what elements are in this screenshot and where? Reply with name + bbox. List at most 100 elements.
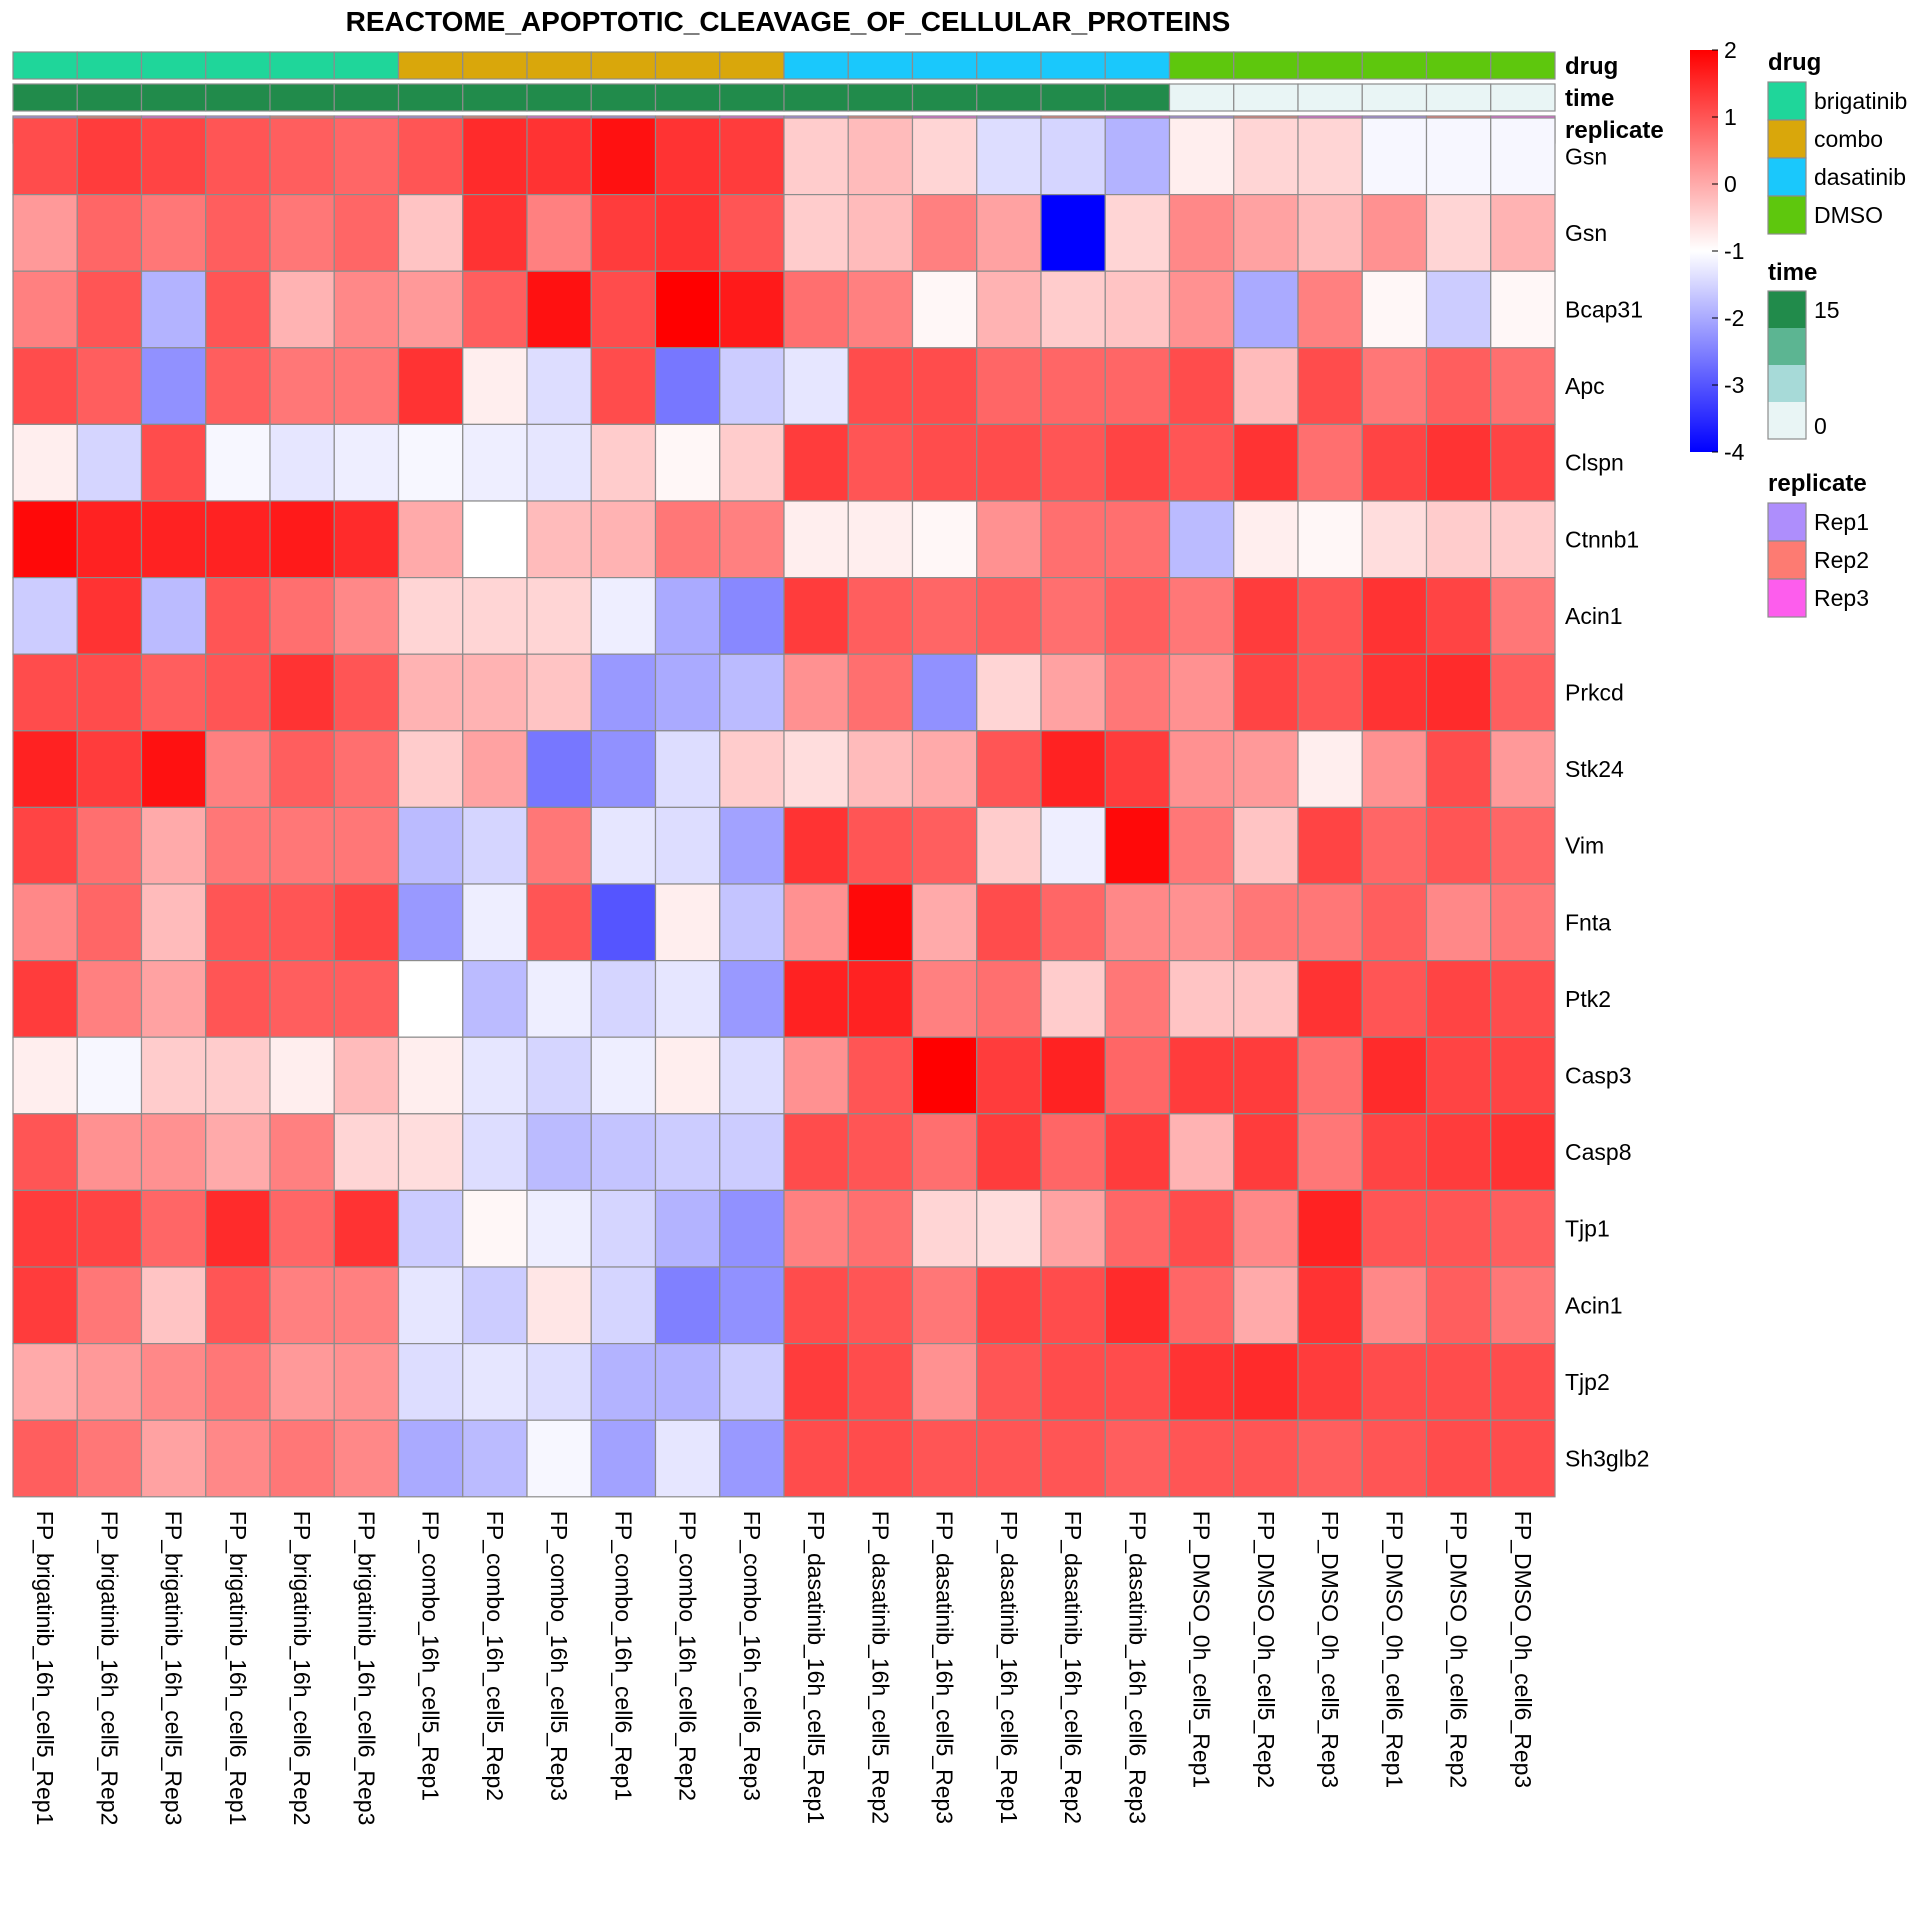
column-label: FP_DMSO_0h_cell5_Rep3 <box>1317 1511 1343 1788</box>
heatmap-cell <box>1361 1036 1428 1115</box>
heatmap-cell <box>783 270 849 349</box>
column-label: FP_brigatinib_16h_cell5_Rep2 <box>96 1511 122 1826</box>
heatmap-cell <box>911 576 978 655</box>
row-label: Fnta <box>1565 909 1611 935</box>
row-label: Acin1 <box>1565 1292 1623 1318</box>
heatmap-cell <box>719 500 785 579</box>
legend-replicate-swatch <box>1767 502 1807 542</box>
heatmap-cell <box>269 1266 335 1345</box>
heatmap-cell <box>397 883 464 962</box>
heatmap-cell <box>1361 1419 1428 1498</box>
heatmap-cell <box>205 500 271 579</box>
row-label: Casp8 <box>1565 1139 1631 1165</box>
heatmap-cell <box>1490 1266 1556 1345</box>
heatmap-cell <box>397 1419 464 1498</box>
heatmap-cell <box>12 883 78 962</box>
heatmap-cell <box>1425 806 1492 885</box>
heatmap-cell <box>205 1113 271 1192</box>
annotation-drug-cell <box>590 51 657 80</box>
heatmap-cell <box>462 883 528 962</box>
heatmap-cell <box>1297 1342 1363 1421</box>
heatmap-cell <box>526 1342 592 1421</box>
heatmap-cell <box>1490 1189 1556 1268</box>
heatmap-cell <box>590 1266 657 1345</box>
heatmap-cell <box>397 1266 464 1345</box>
heatmap-cell <box>140 959 207 1038</box>
annotation-time-cell <box>1104 83 1171 112</box>
heatmap-cell <box>1168 194 1235 272</box>
annotation-time-cell <box>783 83 849 112</box>
heatmap-cell <box>1168 1342 1235 1421</box>
row-label: Ptk2 <box>1565 986 1611 1012</box>
heatmap-cell <box>911 347 978 425</box>
heatmap-cell <box>76 347 143 425</box>
heatmap-cell <box>1361 1189 1428 1268</box>
heatmap-cell <box>1040 500 1106 579</box>
annotation-time-cell <box>1168 83 1235 112</box>
heatmap-cell <box>976 730 1042 808</box>
heatmap-cell <box>462 653 528 732</box>
annotation-time-cell <box>654 83 721 112</box>
heatmap-cell <box>654 1419 721 1498</box>
heatmap-cell <box>847 806 914 885</box>
heatmap-cell <box>1040 270 1106 349</box>
heatmap-cell <box>76 1189 143 1268</box>
annotation-drug-cell <box>397 51 464 80</box>
heatmap-cell <box>269 576 335 655</box>
heatmap-cell <box>1361 1342 1428 1421</box>
heatmap-cell <box>140 1113 207 1192</box>
heatmap-cell <box>1490 194 1556 272</box>
legend-drug-item-label: dasatinib <box>1814 164 1906 190</box>
heatmap-cell <box>462 194 528 272</box>
heatmap-cell <box>269 1189 335 1268</box>
annotation-drug-cell <box>1490 51 1556 80</box>
heatmap-cell <box>719 959 785 1038</box>
heatmap-cell <box>590 1419 657 1498</box>
heatmap-cell <box>12 959 78 1038</box>
heatmap-cell <box>205 653 271 732</box>
heatmap-cell <box>1490 500 1556 579</box>
heatmap-cell <box>76 653 143 732</box>
heatmap-cell <box>783 730 849 808</box>
heatmap-cell <box>847 576 914 655</box>
heatmap-cell <box>1361 270 1428 349</box>
heatmap-cell <box>397 1189 464 1268</box>
heatmap-cell <box>783 806 849 885</box>
heatmap-cell <box>847 1419 914 1498</box>
heatmap-cell <box>976 423 1042 502</box>
heatmap-cell <box>1104 1113 1171 1192</box>
row-label: Bcap31 <box>1565 297 1643 323</box>
heatmap-cell <box>976 653 1042 732</box>
column-label: FP_combo_16h_cell6_Rep1 <box>610 1511 636 1801</box>
heatmap-cell <box>976 806 1042 885</box>
heatmap-cell <box>1425 423 1492 502</box>
heatmap-cell <box>719 883 785 962</box>
heatmap-cell <box>333 347 400 425</box>
heatmap-cell <box>1168 1266 1235 1345</box>
heatmap-cell <box>333 883 400 962</box>
heatmap-cell <box>654 117 721 196</box>
legend-replicate: replicate Rep1 Rep2 Rep3 <box>1767 470 1869 618</box>
legend-replicate-item-label: Rep1 <box>1814 509 1869 535</box>
annotation-time-cell <box>976 83 1042 112</box>
annotation-drug-cell <box>140 51 207 80</box>
heatmap-cell <box>976 883 1042 962</box>
heatmap-cell <box>847 1036 914 1115</box>
heatmap-cell <box>1104 959 1171 1038</box>
heatmap-cell <box>1425 1036 1492 1115</box>
heatmap-cell <box>1233 1266 1299 1345</box>
heatmap-cell <box>1361 1266 1428 1345</box>
heatmap-cell <box>1168 576 1235 655</box>
heatmap-cell <box>1361 576 1428 655</box>
heatmap-cell <box>654 1342 721 1421</box>
heatmap-cell <box>1233 959 1299 1038</box>
row-label: Tjp1 <box>1565 1216 1610 1242</box>
heatmap-cell <box>397 117 464 196</box>
heatmap-cell <box>976 1419 1042 1498</box>
heatmap-cell <box>1297 883 1363 962</box>
heatmap-cell <box>1233 1342 1299 1421</box>
heatmap-cell <box>12 730 78 808</box>
heatmap-cell <box>1040 576 1106 655</box>
heatmap-cell <box>1425 959 1492 1038</box>
heatmap-cell <box>462 1342 528 1421</box>
